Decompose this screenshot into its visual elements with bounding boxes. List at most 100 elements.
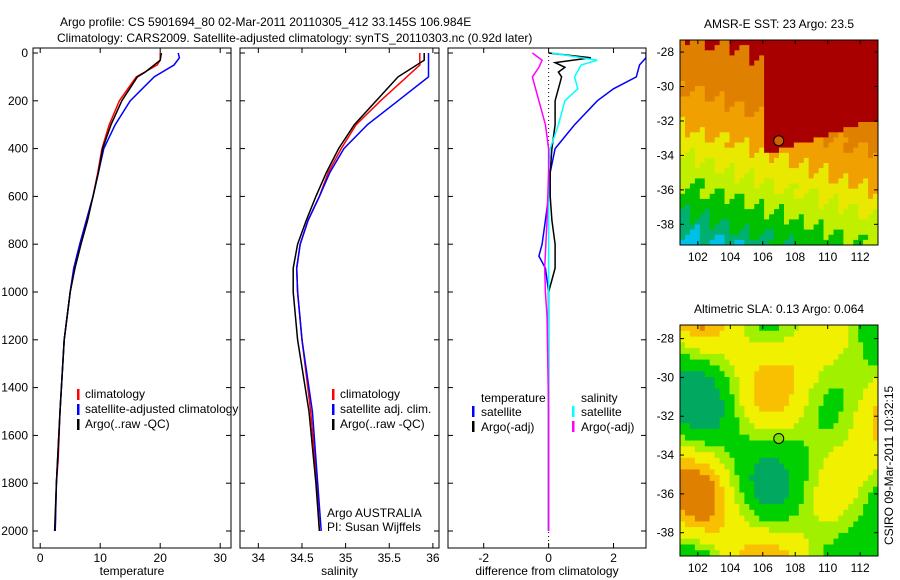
map-cell	[788, 55, 795, 62]
map-cell	[784, 348, 790, 355]
map-cell	[863, 147, 869, 154]
map-cell	[729, 440, 735, 447]
map-cell	[729, 434, 735, 441]
map-cell	[828, 50, 834, 56]
map-cell	[838, 515, 844, 522]
map-cell	[798, 377, 805, 384]
map-cell	[858, 183, 864, 190]
map-cell	[848, 527, 854, 534]
map-cell	[813, 446, 820, 453]
map-cell	[749, 168, 755, 174]
map-cell	[858, 394, 864, 401]
map-cell	[714, 342, 721, 349]
map-cell	[858, 452, 864, 459]
map-cell	[744, 234, 750, 241]
map-cell	[843, 178, 849, 185]
map-cell	[828, 498, 834, 505]
map-cell	[704, 475, 711, 482]
map-cell	[764, 336, 770, 343]
map-cell	[808, 457, 815, 465]
legend-entry: satellite-adjusted climatology	[85, 402, 238, 416]
map-cell	[784, 498, 790, 505]
map-cell	[759, 70, 765, 77]
map-cell	[699, 40, 706, 46]
map-cell	[798, 81, 805, 87]
map-cell	[828, 538, 834, 545]
map-cell	[793, 440, 800, 447]
map-cell	[828, 382, 834, 390]
map-cell	[793, 127, 800, 133]
map-cell	[680, 101, 686, 108]
map-cell	[818, 214, 825, 220]
map-cell	[798, 486, 805, 493]
map-cell	[793, 91, 800, 97]
map-cell	[709, 365, 716, 372]
map-cell	[868, 405, 874, 413]
map-cell	[685, 219, 691, 226]
map-cell	[739, 137, 745, 144]
map-cell	[709, 101, 716, 108]
map-cell	[838, 504, 844, 511]
map-cell	[769, 178, 775, 185]
map-cell	[689, 492, 696, 499]
map-cell	[793, 446, 800, 453]
map-cell	[699, 538, 706, 545]
map-cell	[828, 417, 834, 424]
map-cell	[719, 157, 726, 164]
map-cell	[803, 106, 810, 113]
map-cell	[709, 348, 716, 355]
lat-tick-label: -38	[657, 217, 675, 231]
map-cell	[788, 382, 795, 390]
map-cell	[724, 101, 730, 108]
map-cell	[873, 188, 879, 195]
map-cell	[828, 70, 834, 77]
map-cell	[798, 330, 805, 338]
map-cell	[685, 521, 691, 528]
legend-group-title: temperature	[481, 391, 546, 405]
map-cell	[729, 122, 735, 128]
map-cell	[754, 509, 760, 517]
map-cell	[724, 550, 730, 557]
map-cell	[798, 91, 805, 97]
map-cell	[739, 463, 745, 470]
map-cell	[838, 183, 844, 190]
map-cell	[838, 371, 844, 378]
map-cell	[808, 65, 815, 72]
map-cell	[689, 428, 696, 436]
map-cell	[813, 527, 820, 534]
map-cell	[843, 353, 849, 361]
map-cell	[793, 111, 800, 118]
map-cell	[734, 371, 740, 378]
map-cell	[769, 168, 775, 174]
map-cell	[694, 45, 701, 51]
map-cell	[873, 515, 879, 522]
map-cell	[863, 142, 869, 149]
map-cell	[863, 342, 869, 349]
map-cell	[818, 463, 825, 470]
map-cell	[694, 469, 701, 476]
map-cell	[813, 434, 820, 441]
map-cell	[813, 411, 820, 418]
map-cell	[803, 480, 810, 488]
map-cell	[689, 198, 696, 205]
map-cell	[818, 183, 825, 190]
map-cell	[808, 486, 815, 493]
map-cell	[714, 193, 721, 200]
map-cell	[784, 188, 790, 195]
map-cell	[749, 446, 755, 453]
map-cell	[774, 111, 780, 118]
lon-tick-label: 106	[753, 250, 773, 264]
map-cell	[714, 469, 721, 476]
map-cell	[873, 463, 879, 470]
map-cell	[749, 365, 755, 372]
map-cell	[734, 475, 740, 482]
map-cell	[784, 452, 790, 459]
map-cell	[699, 81, 706, 87]
map-cell	[754, 214, 760, 220]
map-cell	[838, 193, 844, 200]
map-cell	[749, 428, 755, 436]
map-cell	[853, 371, 859, 378]
map-cell	[818, 50, 825, 56]
footer-stamp: CSIRO 09-Mar-2011 10:32:15	[882, 385, 896, 545]
map-cell	[828, 106, 834, 113]
